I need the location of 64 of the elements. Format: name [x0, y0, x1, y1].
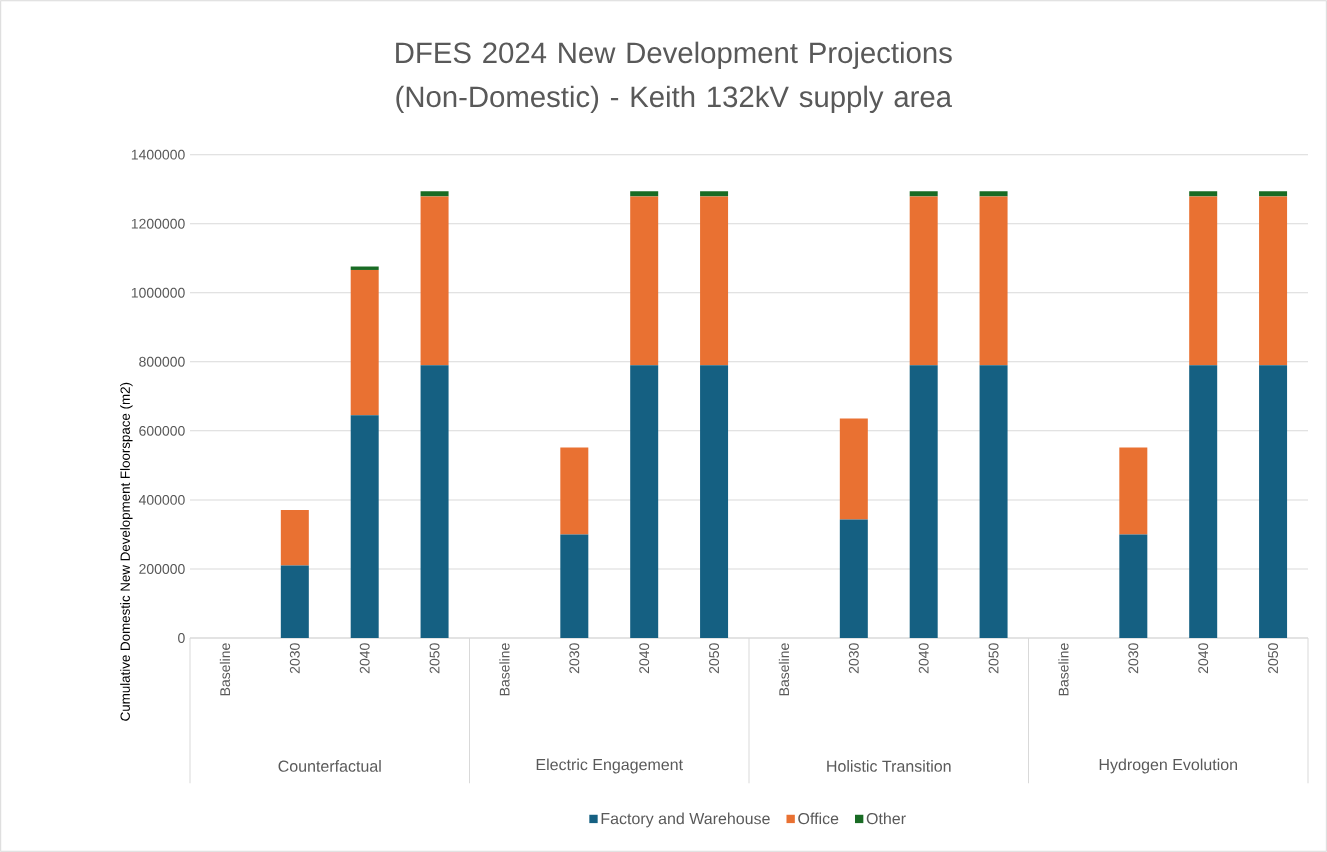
- legend-label: Factory and Warehouse: [601, 812, 770, 828]
- bar: [700, 196, 729, 366]
- legend-label: Office: [798, 812, 839, 825]
- bar: [700, 365, 729, 638]
- x-tick-label: 2050: [1268, 643, 1279, 674]
- text: Holistic Transition: [827, 760, 951, 772]
- bar: [420, 365, 449, 638]
- bar: [560, 534, 589, 638]
- bar: [280, 509, 309, 566]
- bar: [909, 191, 938, 197]
- text: Hydrogen Evolution: [1099, 758, 1237, 774]
- chart-title: DFES 2024 New Development Projections (Non-Domestic) - Keith 132kV supply area: [396, 41, 953, 113]
- bar: [1259, 191, 1288, 197]
- x-tick-label: 2040: [639, 643, 650, 674]
- bar: [979, 196, 1008, 366]
- bar: [630, 196, 659, 366]
- bar: [909, 365, 938, 638]
- bar: [560, 447, 589, 535]
- x-tick-label: 2030: [289, 643, 300, 674]
- x-tick-label: Baseline: [219, 643, 231, 696]
- x-tick-label: Baseline: [778, 643, 790, 696]
- x-tick-label: 2040: [359, 643, 370, 674]
- y-tick-label: 200000: [139, 563, 185, 574]
- y-tick-label: 800000: [139, 356, 185, 367]
- bar: [1259, 196, 1288, 366]
- bar: [630, 365, 659, 638]
- x-tick-label: 2030: [848, 643, 859, 674]
- text: Electric Engagement: [536, 758, 683, 774]
- text: Counterfactual: [278, 760, 381, 772]
- bar: [1189, 196, 1218, 366]
- bar: [1189, 191, 1218, 197]
- bar: [420, 196, 449, 366]
- y-tick-label: 0: [178, 633, 185, 643]
- bar: [420, 191, 449, 197]
- bar: [839, 418, 868, 520]
- y-tick-label: 1400000: [131, 149, 185, 160]
- x-tick-label: 2050: [429, 643, 440, 674]
- y-tick-label: 600000: [139, 425, 185, 436]
- x-tick-label: 2050: [709, 643, 720, 674]
- bar: [1119, 534, 1148, 638]
- y-axis-title: Cumulative Domestic New Development Floorspace (m2): [120, 382, 133, 721]
- bar: [350, 269, 379, 416]
- legend-label: Other: [866, 812, 906, 825]
- bar: [700, 191, 729, 197]
- bar: [1189, 365, 1218, 638]
- bar: [630, 191, 659, 197]
- bar: [350, 415, 379, 638]
- bar: [280, 565, 309, 638]
- x-tick-label: 2040: [918, 643, 929, 674]
- x-tick-label: 2040: [1198, 643, 1209, 674]
- bar: [979, 365, 1008, 638]
- bar: [1119, 447, 1148, 535]
- bar: [909, 196, 938, 366]
- x-tick-label: 2050: [988, 643, 999, 674]
- y-tick-label: 1000000: [131, 287, 185, 298]
- x-tick-label: 2030: [1128, 643, 1139, 674]
- y-tick-label: 1200000: [131, 218, 185, 229]
- x-tick-label: Baseline: [1058, 643, 1069, 696]
- x-tick-label: 2030: [569, 643, 580, 674]
- y-tick-label: 400000: [138, 494, 185, 505]
- x-tick-label: Baseline: [499, 643, 510, 696]
- bar: [979, 191, 1008, 197]
- bar: [1259, 365, 1288, 638]
- bar: [839, 519, 868, 638]
